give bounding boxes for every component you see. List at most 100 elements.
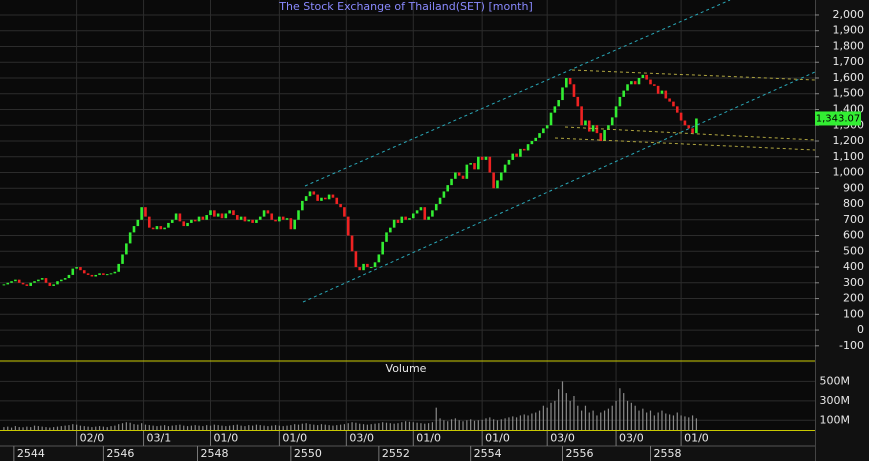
volume-bar — [359, 423, 361, 430]
candle — [610, 117, 614, 126]
volume-bar — [190, 425, 192, 430]
volume-bar — [320, 424, 323, 430]
candle — [40, 278, 44, 280]
volume-bar — [213, 424, 215, 430]
candle — [637, 77, 641, 85]
volume-bar — [148, 425, 150, 430]
volume-bar — [332, 425, 334, 430]
candle — [117, 263, 120, 272]
volume-bar — [626, 400, 629, 430]
volume-bar — [672, 415, 675, 430]
candle — [679, 112, 683, 121]
volume-bar — [577, 405, 579, 430]
volume-bar — [294, 424, 296, 430]
candle — [327, 194, 331, 200]
volume-bar — [98, 426, 101, 430]
volume-bar — [408, 421, 411, 430]
volume-bar — [18, 427, 20, 430]
candle — [408, 218, 411, 220]
volume-bar — [680, 415, 682, 430]
volume-bar — [106, 427, 108, 430]
candle — [304, 196, 308, 201]
volume-bar — [202, 426, 204, 430]
candle — [649, 79, 652, 85]
candle — [434, 204, 438, 211]
candle — [94, 274, 98, 277]
candle — [235, 215, 239, 220]
candle — [618, 96, 622, 107]
volume-bar — [125, 422, 127, 430]
volume-bar — [630, 402, 632, 430]
volume-bar — [439, 418, 441, 430]
candle — [545, 125, 549, 129]
candle — [266, 210, 270, 214]
volume-bar — [565, 393, 567, 430]
candle — [155, 226, 159, 230]
y-tick-label: 1,000 — [833, 166, 865, 179]
candle — [507, 159, 511, 165]
volume-bar — [485, 418, 487, 430]
candle — [178, 213, 182, 222]
year-tick-label: 2558 — [653, 447, 681, 460]
candle — [411, 213, 415, 219]
candle — [446, 185, 450, 192]
volume-bar — [389, 423, 391, 430]
volume-bar — [53, 427, 55, 430]
volume-bar — [133, 424, 135, 430]
candle — [488, 156, 492, 173]
volume-bar — [118, 424, 120, 430]
volume-bar — [232, 425, 235, 430]
candle — [511, 153, 515, 160]
candle — [675, 106, 679, 113]
candle — [373, 262, 377, 268]
volume-bar — [186, 426, 189, 430]
candle — [526, 144, 530, 151]
volume-bar — [160, 425, 162, 430]
volume-bar — [301, 423, 303, 430]
candle — [52, 284, 55, 286]
volume-bar — [229, 425, 231, 430]
candle — [469, 163, 472, 165]
y-tick-label: 400 — [843, 260, 864, 273]
x-tick-label: 02/0 — [80, 432, 105, 445]
volume-bar — [569, 400, 571, 430]
volume-bar — [634, 405, 636, 430]
candle — [484, 156, 488, 160]
candle — [343, 207, 346, 217]
y-tick-label: 1,200 — [833, 134, 865, 147]
volume-bar — [206, 425, 208, 430]
volume-bar — [95, 426, 97, 430]
volume-tick-label: 100M — [820, 413, 851, 426]
candle — [691, 128, 694, 134]
y-tick-label: -100 — [839, 339, 864, 352]
volume-bar — [351, 422, 353, 430]
volume-bar — [255, 424, 258, 430]
candle — [553, 106, 557, 113]
volume-bar — [339, 424, 342, 430]
volume-bar — [271, 425, 273, 430]
volume-bar — [209, 425, 212, 430]
volume-bar — [251, 425, 254, 430]
candle — [530, 141, 534, 145]
candle — [159, 226, 163, 230]
candle — [389, 227, 392, 233]
volume-bar — [274, 425, 277, 430]
candle — [457, 172, 461, 176]
volume-bar — [336, 425, 338, 430]
candle — [312, 191, 316, 195]
volume-bar — [558, 389, 560, 430]
trend-lines — [302, 0, 816, 303]
volume-bar — [500, 419, 502, 430]
volume-bar — [535, 412, 537, 430]
year-tick-label: 2554 — [474, 447, 502, 460]
volume-bar — [573, 396, 575, 430]
candle — [17, 279, 21, 283]
volume-bar — [550, 402, 552, 430]
candle — [503, 164, 507, 173]
volume-bar — [49, 427, 51, 430]
volume-bar — [443, 420, 445, 430]
volume-bar — [198, 425, 200, 430]
volume-bar — [374, 423, 376, 430]
y-tick-label: 200 — [843, 292, 864, 305]
candle — [224, 213, 228, 219]
